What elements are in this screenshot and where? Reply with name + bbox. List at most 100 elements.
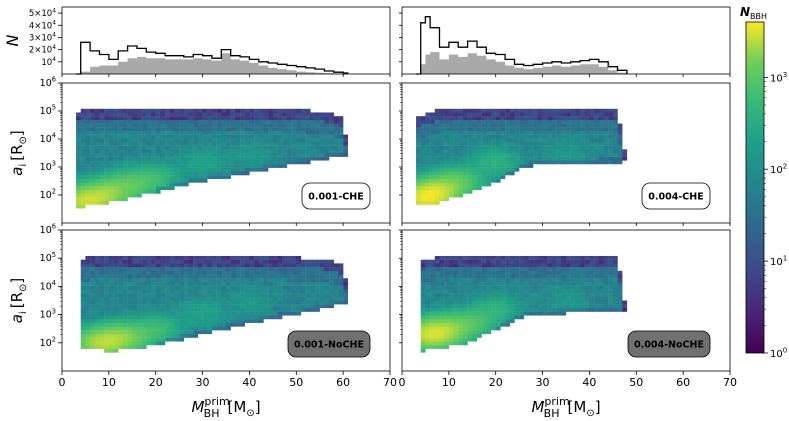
heatmap-cell <box>338 300 344 305</box>
heatmap-cell <box>174 164 180 168</box>
heatmap-cell <box>127 130 133 135</box>
heatmap-cell <box>467 300 473 305</box>
heatmap-cell <box>85 333 91 338</box>
heatmap-cell <box>211 319 217 323</box>
heatmap-cell <box>169 164 175 168</box>
heatmap-cell <box>458 255 464 260</box>
heatmap-cell <box>90 270 95 275</box>
heatmap-cell <box>505 289 510 294</box>
heatmap-cell <box>542 307 548 312</box>
heatmap-cell <box>476 153 482 157</box>
heatmap-cell <box>80 178 86 183</box>
heatmap-cell <box>216 263 222 268</box>
heatmap-cell <box>132 193 138 198</box>
heatmap-cell <box>188 259 194 264</box>
heatmap-cell <box>453 164 459 168</box>
heatmap-cell <box>570 119 576 124</box>
heatmap-cell <box>221 153 227 157</box>
heatmap-cell <box>108 322 114 327</box>
heatmap-cell <box>434 175 440 179</box>
heatmap-cell <box>244 141 250 146</box>
heatmap-cell <box>537 119 543 124</box>
heatmap-cell <box>622 307 628 312</box>
heatmap-cell <box>612 255 618 260</box>
heatmap-cell <box>329 116 334 121</box>
heatmap-cell <box>444 345 450 349</box>
heatmap-cell <box>141 112 147 117</box>
heatmap-cell <box>448 341 454 346</box>
heatmap-cell <box>197 315 203 320</box>
heatmap-cell <box>127 267 133 272</box>
heatmap-cell <box>141 127 147 132</box>
heatmap-cell <box>76 127 81 132</box>
heatmap-cell <box>174 270 180 275</box>
heatmap-cell <box>221 141 227 146</box>
hist-panel-0.001-CHE <box>61 6 391 75</box>
heatmap-cell <box>76 119 81 124</box>
heatmap-cell <box>244 263 250 268</box>
heatmap-cell <box>136 138 142 143</box>
heatmap-cell <box>226 164 231 168</box>
heatmap-cell <box>547 311 553 316</box>
heatmap-cell <box>603 123 609 128</box>
heatmap-cell <box>207 311 213 316</box>
heatmap-cell <box>505 134 510 139</box>
heatmap-cell <box>165 293 170 297</box>
heatmap-cell <box>420 281 426 286</box>
heatmap-cell <box>570 138 576 143</box>
heatmap-cell <box>594 289 599 294</box>
model-badge: 0.001-CHE <box>301 182 371 210</box>
heatmap-cell <box>122 112 128 117</box>
heatmap-cell <box>324 130 330 135</box>
heatmap-cell <box>296 289 302 294</box>
heatmap-cell <box>505 255 510 260</box>
heatmap-cell <box>505 116 510 121</box>
heatmap-cell <box>179 167 185 172</box>
heatmap-cell <box>99 289 105 294</box>
heatmap-cell <box>495 145 501 150</box>
heatmap-cell <box>509 300 515 305</box>
heatmap-cell <box>580 267 585 272</box>
heatmap-cell <box>99 156 105 161</box>
heatmap-cell <box>462 333 468 338</box>
heatmap-cell <box>500 130 506 135</box>
heatmap-cell <box>462 296 468 301</box>
heatmap-cell <box>430 119 435 124</box>
heatmap-cell <box>104 285 110 290</box>
heatmap-cell <box>434 274 440 279</box>
heatmap-cell <box>296 281 302 286</box>
heatmap-cell <box>240 293 245 297</box>
heatmap-cell <box>99 267 105 272</box>
heatmap-cell <box>315 296 320 301</box>
heatmap-cell <box>425 293 431 297</box>
heatmap-cell <box>420 345 426 349</box>
heatmap-cell <box>476 138 482 143</box>
heatmap-cell <box>481 263 487 268</box>
heatmap-cell <box>509 315 515 320</box>
heatmap-cell <box>467 285 473 290</box>
heatmap-cell <box>589 307 595 312</box>
a-y-axis-label-sub: i <box>18 311 29 314</box>
heatmap-cell <box>99 259 105 264</box>
heatmap-cell <box>462 171 468 176</box>
heatmap-cell <box>324 293 330 297</box>
heatmap-cell <box>80 164 86 168</box>
heatmap-cell <box>104 141 110 146</box>
heatmap-cell <box>448 189 454 194</box>
heatmap-cell <box>603 255 609 260</box>
heatmap-cell <box>608 108 614 113</box>
heatmap-cell <box>272 134 278 139</box>
heatmap-cell <box>258 119 264 124</box>
heatmap-cell <box>230 108 236 113</box>
heatmap-cell <box>439 319 445 323</box>
heatmap-cell <box>160 138 166 143</box>
heatmap-cell <box>603 270 609 275</box>
a-y-tick-label-mantissa: 10 <box>40 78 52 89</box>
heatmap-cell <box>491 322 496 327</box>
heatmap-cell <box>104 315 110 320</box>
heatmap-cell <box>329 153 334 157</box>
heatmap-cell <box>132 186 138 191</box>
heatmap-cell <box>467 333 473 338</box>
heatmap-cell <box>179 149 185 154</box>
heatmap-cell <box>132 315 138 320</box>
